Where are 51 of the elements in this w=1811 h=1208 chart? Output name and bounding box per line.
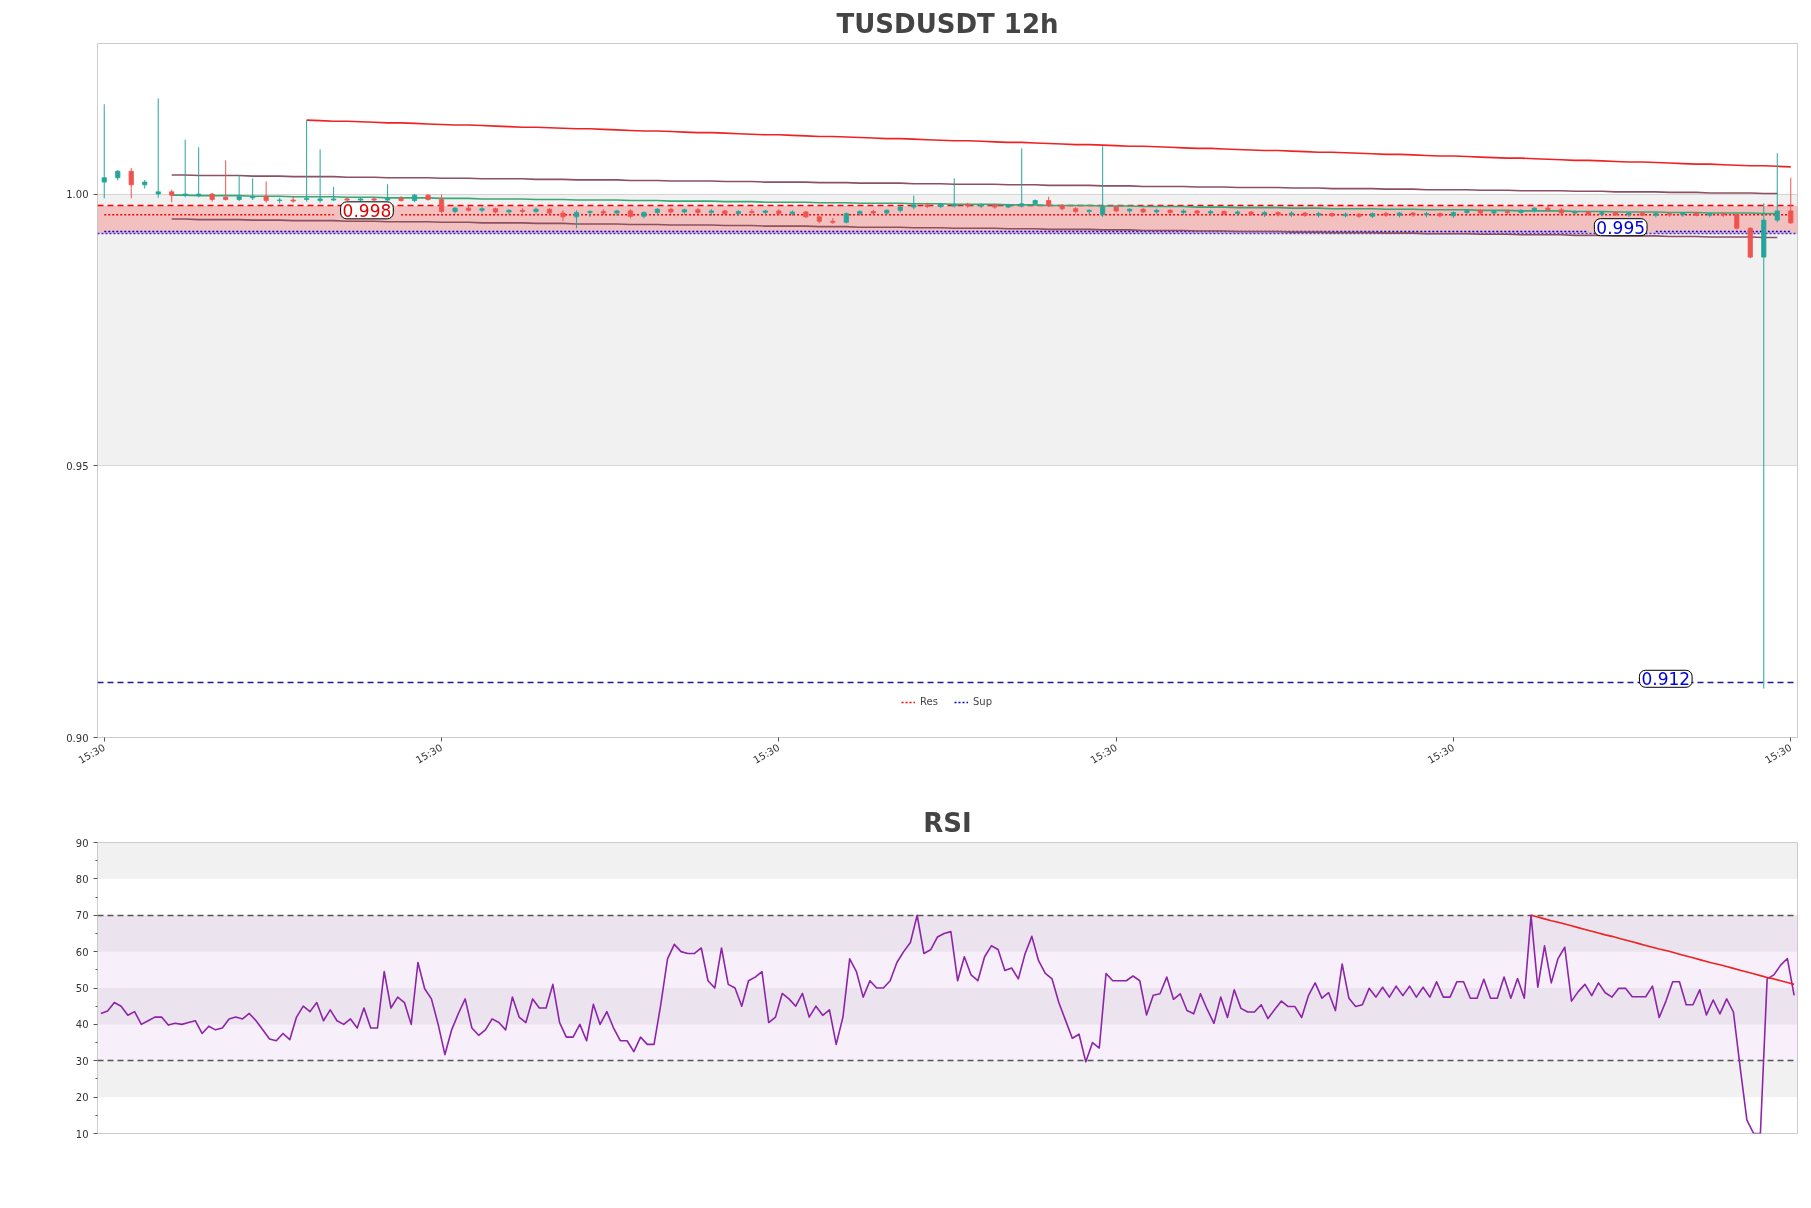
y-tick-label: 60	[75, 946, 89, 958]
y-tick-label: 50	[75, 983, 89, 994]
candlestick	[304, 119, 310, 203]
chart-title: RSI	[923, 807, 972, 838]
annotation: 0.912	[1641, 669, 1691, 690]
candlestick	[560, 209, 566, 222]
y-tick-label: 90	[75, 837, 89, 849]
candlestick	[290, 196, 296, 204]
candlestick	[951, 177, 957, 209]
candlestick	[533, 207, 539, 215]
y-tick-label: 0.95	[66, 460, 89, 472]
candlestick	[587, 209, 593, 218]
annotation: 0.995	[1596, 217, 1646, 238]
y-tick-label: 70	[75, 910, 89, 922]
candlestick	[1788, 177, 1794, 225]
candlestick	[749, 208, 755, 215]
line-series	[305, 119, 1792, 168]
candlestick	[223, 159, 229, 202]
line-series	[100, 914, 1795, 1134]
y-tick-label: 1.00	[66, 189, 89, 201]
candlestick	[479, 206, 485, 214]
line-series	[1530, 914, 1795, 986]
y-tick-label: 20	[75, 1092, 89, 1104]
candlestick	[1167, 208, 1173, 215]
candlestick	[155, 97, 161, 199]
candlestick	[1774, 152, 1780, 223]
candlestick	[1545, 205, 1551, 212]
candlestick	[506, 208, 512, 216]
y-tick-label: 40	[75, 1019, 89, 1031]
chart-title: TUSDUSDT 12h	[836, 8, 1059, 39]
candlestick	[128, 167, 134, 199]
line-series	[170, 174, 1779, 195]
candlestick	[182, 139, 188, 198]
candlestick	[317, 148, 323, 204]
candlestick	[1019, 147, 1025, 209]
annotation: 0.998	[342, 200, 392, 221]
legend-label: Res	[920, 696, 939, 707]
candlestick	[1100, 145, 1106, 218]
candlestick	[1761, 202, 1767, 690]
legend-label: Sup	[973, 696, 993, 707]
y-tick-label: 0.90	[66, 732, 89, 744]
candlestick	[196, 146, 202, 198]
candlestick	[438, 194, 445, 214]
candlestick	[101, 103, 107, 199]
y-tick-label: 80	[75, 873, 89, 885]
y-tick-label: 30	[75, 1055, 89, 1067]
line-series	[170, 218, 1779, 239]
y-tick-label: 10	[75, 1128, 89, 1140]
candlestick	[263, 181, 269, 204]
candlestick	[398, 195, 404, 203]
candlestick	[236, 174, 242, 202]
